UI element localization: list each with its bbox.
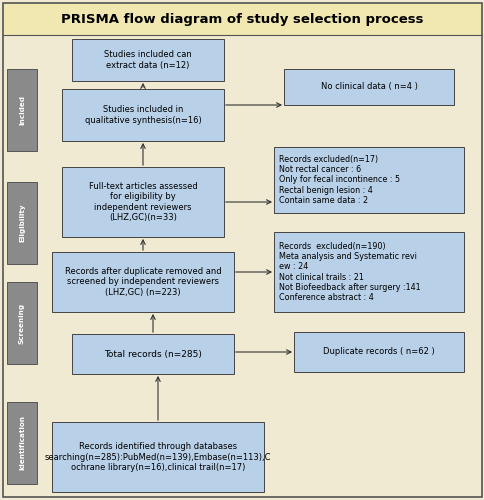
Text: Full-text articles assessed
for eligibility by
independent reviewers
(LHZ,GC)(n=: Full-text articles assessed for eligibil… [89, 182, 197, 222]
Text: PRISMA flow diagram of study selection process: PRISMA flow diagram of study selection p… [61, 12, 423, 26]
Text: Studies included in
qualitative synthesis(n=16): Studies included in qualitative synthesi… [84, 106, 201, 124]
FancyBboxPatch shape [7, 402, 37, 484]
Text: Identification: Identification [19, 416, 25, 470]
FancyBboxPatch shape [273, 232, 463, 312]
FancyBboxPatch shape [273, 147, 463, 213]
FancyBboxPatch shape [7, 69, 37, 151]
Text: Records identified through databases
searching(n=285):PubMed(n=139),Embase(n=113: Records identified through databases sea… [45, 442, 271, 472]
Text: Studies included can
extract data (n=12): Studies included can extract data (n=12) [104, 50, 192, 70]
FancyBboxPatch shape [284, 69, 453, 105]
Text: Records  excluded(n=190)
Meta analysis and Systematic revi
ew : 24
Not clinical : Records excluded(n=190) Meta analysis an… [278, 242, 420, 302]
Text: Duplicate records ( n=62 ): Duplicate records ( n=62 ) [322, 348, 434, 356]
Text: Screening: Screening [19, 302, 25, 344]
FancyBboxPatch shape [62, 89, 224, 141]
FancyBboxPatch shape [52, 422, 263, 492]
FancyBboxPatch shape [7, 282, 37, 364]
FancyBboxPatch shape [72, 39, 224, 81]
FancyBboxPatch shape [72, 334, 233, 374]
Text: Total records (n=285): Total records (n=285) [104, 350, 201, 358]
Text: Eligibility: Eligibility [19, 204, 25, 242]
FancyBboxPatch shape [52, 252, 233, 312]
FancyBboxPatch shape [62, 167, 224, 237]
Text: Inclded: Inclded [19, 95, 25, 125]
FancyBboxPatch shape [7, 182, 37, 264]
Text: No clinical data ( n=4 ): No clinical data ( n=4 ) [320, 82, 417, 92]
FancyBboxPatch shape [3, 3, 481, 35]
Text: Records after duplicate removed and
screened by independent reviewers
(LHZ,GC) (: Records after duplicate removed and scre… [64, 267, 221, 297]
FancyBboxPatch shape [293, 332, 463, 372]
Text: Records excluded(n=17)
Not rectal cancer : 6
Only for fecal incontinence : 5
Rec: Records excluded(n=17) Not rectal cancer… [278, 154, 399, 206]
